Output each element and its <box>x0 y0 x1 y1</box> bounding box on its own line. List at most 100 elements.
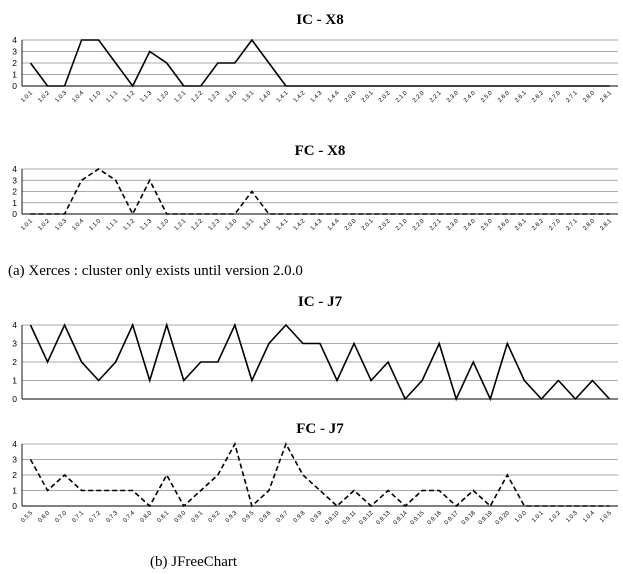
x-tick-label: 2.8.1 <box>599 218 613 232</box>
x-tick-label: 1.4.2 <box>293 218 307 232</box>
x-tick-label: 0.9.9 <box>310 510 324 524</box>
x-tick-label: 1.0.1 <box>531 510 545 524</box>
x-tick-label: 0.7.3 <box>106 510 120 524</box>
x-tick-label: 0.7.0 <box>54 510 68 524</box>
x-tick-label: 2.8.1 <box>599 90 613 104</box>
x-tick-label: 2.5.0 <box>480 90 494 104</box>
x-tick-label: 0.8.1 <box>157 510 171 524</box>
y-tick-label: 4 <box>12 439 17 449</box>
x-tick-label: 2.6.1 <box>514 218 528 232</box>
x-tick-label: 1.2.2 <box>191 218 205 232</box>
x-tick-label: 2.7.0 <box>548 90 562 104</box>
x-tick-label: 1.2.3 <box>208 90 222 104</box>
x-tick-label: 1.3.0 <box>225 218 239 232</box>
y-tick-label: 0 <box>12 209 17 219</box>
x-tick-label: 2.6.2 <box>531 90 545 104</box>
y-tick-label: 3 <box>12 47 17 57</box>
x-tick-label: 2.2.0 <box>412 218 426 232</box>
x-tick-label: 2.6.0 <box>497 218 511 232</box>
x-tick-label: 1.1.1 <box>106 218 120 232</box>
x-tick-label: 1.1.3 <box>140 218 154 232</box>
x-tick-label: 0.9.12 <box>359 510 376 527</box>
x-tick-label: 1.0.0 <box>514 510 528 524</box>
y-tick-label: 0 <box>12 501 17 511</box>
x-tick-label: 1.0.2 <box>37 90 51 104</box>
x-tick-label: 2.1.0 <box>395 218 409 232</box>
x-tick-label: 2.3.0 <box>446 218 460 232</box>
x-tick-label: 2.2.1 <box>429 218 443 232</box>
x-tick-label: 2.7.1 <box>565 218 579 232</box>
x-tick-label: 1.4.1 <box>276 218 290 232</box>
x-tick-label: 0.9.1 <box>191 510 205 524</box>
x-tick-label: 1.2.3 <box>208 218 222 232</box>
x-tick-label: 2.5.0 <box>480 218 494 232</box>
x-tick-label: 0.9.16 <box>427 510 444 527</box>
x-tick-label: 0.7.4 <box>123 510 137 524</box>
y-tick-label: 4 <box>12 35 17 45</box>
x-tick-label: 1.0.3 <box>565 510 579 524</box>
chart-title: FC - J7 <box>296 421 344 437</box>
x-tick-label: 0.7.2 <box>88 510 102 524</box>
x-tick-label: 2.0.1 <box>361 90 375 104</box>
x-tick-label: 1.4.4 <box>327 90 341 104</box>
x-tick-label: 0.9.13 <box>376 510 393 527</box>
y-tick-label: 4 <box>12 320 17 330</box>
x-tick-label: 2.6.0 <box>497 90 511 104</box>
x-tick-label: 1.0.1 <box>20 90 34 104</box>
x-tick-label: 0.9.6 <box>259 510 273 524</box>
x-tick-label: 1.2.1 <box>174 90 188 104</box>
x-tick-label: 1.0.3 <box>54 218 68 232</box>
y-tick-label: 4 <box>12 164 17 174</box>
chart-fc-x8: FC - X8 012341.0.1 1.0.2 1.0.3 1.0.4 1.1.0 1.… <box>12 143 618 232</box>
x-tick-label: 0.9.18 <box>461 510 478 527</box>
y-tick-label: 2 <box>12 58 17 68</box>
x-tick-label: 2.4.0 <box>463 90 477 104</box>
x-tick-label: 1.4.2 <box>293 90 307 104</box>
y-tick-label: 2 <box>12 470 17 480</box>
x-tick-label: 2.2.0 <box>412 90 426 104</box>
caption-a: (a) Xerces : cluster only exists until v… <box>8 263 303 279</box>
x-tick-label: 1.0.5 <box>599 510 613 524</box>
x-tick-label: 0.9.17 <box>444 510 461 527</box>
x-tick-label: 1.4.0 <box>259 90 273 104</box>
x-tick-label: 0.9.5 <box>242 510 256 524</box>
x-tick-label: 0.6.0 <box>37 510 51 524</box>
x-tick-label: 0.9.3 <box>225 510 239 524</box>
x-tick-label: 1.0.4 <box>582 510 596 524</box>
y-tick-label: 0 <box>12 394 17 404</box>
x-tick-label: 0.7.1 <box>71 510 85 524</box>
x-tick-label: 1.3.1 <box>242 90 256 104</box>
x-tick-label: 0.9.20 <box>495 510 512 527</box>
x-tick-label: 1.2.0 <box>157 90 171 104</box>
x-tick-label: 2.6.1 <box>514 90 528 104</box>
x-tick-label: 2.7.1 <box>565 90 579 104</box>
chart-ic-x8: IC - X8 01 23 4 1.0.1 1.0.2 1.0.3 1.0.4 1.1.0 1.… <box>12 12 618 104</box>
y-tick-label: 3 <box>12 455 17 465</box>
x-tick-label: 1.2.1 <box>174 218 188 232</box>
y-tick-label: 2 <box>12 357 17 367</box>
y-tick-label: 1 <box>12 376 17 386</box>
x-tick-label: 1.0.2 <box>548 510 562 524</box>
x-tick-label: 2.0.0 <box>344 90 358 104</box>
x-tick-label: 0.9.2 <box>208 510 222 524</box>
x-tick-label: 0.9.7 <box>276 510 290 524</box>
x-tick-label: 0.9.10 <box>325 510 342 527</box>
x-tick-label: 2.0.2 <box>378 218 392 232</box>
x-tick-label: 0.5.5 <box>20 510 34 524</box>
x-tick-label: 1.3.0 <box>225 90 239 104</box>
x-tick-label: 1.4.3 <box>310 218 324 232</box>
x-tick-label: 1.0.4 <box>71 218 85 232</box>
x-tick-label: 2.0.1 <box>361 218 375 232</box>
y-tick-label: 1 <box>12 70 17 80</box>
x-tick-label: 2.8.0 <box>582 218 596 232</box>
x-tick-label: 0.9.0 <box>174 510 188 524</box>
x-tick-label: 1.2.2 <box>191 90 205 104</box>
x-tick-label: 1.1.0 <box>88 90 102 104</box>
y-tick-label: 3 <box>12 339 17 349</box>
x-tick-label: 2.4.0 <box>463 218 477 232</box>
x-tick-label: 1.4.1 <box>276 90 290 104</box>
x-tick-label: 0.9.11 <box>342 510 358 526</box>
y-tick-label: 1 <box>12 198 17 208</box>
x-tick-label: 1.4.0 <box>259 218 273 232</box>
